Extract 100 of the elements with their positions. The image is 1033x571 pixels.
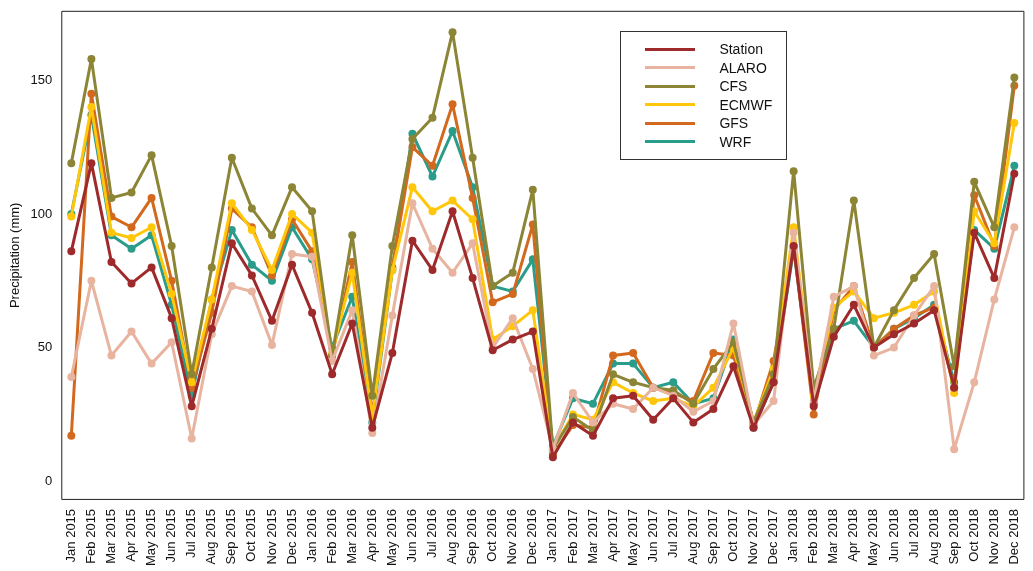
point: [267, 316, 276, 325]
point: [247, 271, 256, 280]
point: [408, 236, 417, 245]
point: [428, 207, 437, 216]
x-tick-label: Apr 2015: [123, 508, 139, 562]
point: [849, 300, 858, 309]
point: [127, 327, 136, 336]
x-tick-label: Aug 2017: [684, 508, 700, 565]
point: [709, 364, 718, 373]
point: [849, 196, 858, 205]
point: [127, 223, 136, 232]
y-tick-label: 50: [37, 339, 53, 355]
x-tick-label: Sep 2018: [945, 508, 961, 565]
point: [127, 244, 136, 253]
point: [849, 316, 858, 325]
point: [970, 378, 979, 387]
x-tick-label: Mar 2018: [825, 508, 841, 564]
point: [127, 279, 136, 288]
point: [468, 239, 477, 248]
x-tick-label: Apr 2017: [604, 508, 620, 562]
legend-label: Station: [719, 41, 763, 58]
point: [629, 378, 638, 387]
point: [127, 233, 136, 242]
point: [227, 239, 236, 248]
x-tick-label: Jan 2018: [785, 508, 801, 563]
point: [709, 405, 718, 414]
x-tick-label: Apr 2018: [845, 508, 861, 562]
point: [589, 399, 597, 408]
point: [288, 209, 297, 218]
point: [428, 113, 437, 122]
point: [729, 319, 738, 328]
point: [187, 434, 196, 443]
point: [227, 153, 236, 162]
point: [689, 418, 698, 427]
point: [488, 298, 497, 307]
point: [147, 223, 156, 232]
x-tick-label: Dec 2017: [765, 508, 781, 565]
point: [348, 231, 357, 240]
point: [187, 378, 196, 387]
point: [528, 306, 537, 315]
point: [127, 188, 136, 197]
point: [448, 268, 457, 277]
point: [508, 314, 517, 323]
x-tick-label: Aug 2016: [444, 508, 460, 565]
point: [267, 266, 276, 275]
point: [448, 196, 457, 205]
x-tick-label: Mar 2016: [343, 508, 359, 564]
point: [829, 292, 838, 301]
point: [288, 260, 297, 269]
point: [348, 306, 357, 315]
x-tick-label: Jul 2015: [183, 508, 199, 559]
point: [829, 332, 838, 341]
point: [428, 244, 437, 253]
point: [629, 405, 638, 414]
y-tick-label: 0: [45, 472, 53, 488]
point: [1010, 161, 1019, 170]
legend-label: WRF: [719, 133, 752, 150]
point: [729, 362, 738, 371]
point: [689, 407, 698, 416]
x-tick-label: Nov 2016: [504, 508, 520, 565]
point: [930, 282, 939, 291]
point: [147, 151, 156, 160]
point: [910, 300, 919, 309]
point: [408, 183, 417, 192]
point: [528, 327, 537, 336]
point: [448, 100, 457, 109]
point: [167, 314, 176, 323]
point: [227, 282, 236, 291]
point: [1010, 119, 1019, 128]
point: [1010, 223, 1019, 232]
point: [930, 250, 939, 259]
point: [388, 242, 397, 250]
x-tick-label: Mar 2017: [584, 508, 600, 564]
point: [388, 348, 397, 357]
point: [227, 199, 236, 208]
legend-label: GFS: [719, 115, 749, 132]
point: [147, 263, 156, 272]
point: [609, 394, 618, 403]
point: [107, 351, 116, 360]
legend-label: ECMWF: [719, 96, 773, 113]
point: [629, 359, 638, 368]
point: [87, 276, 96, 285]
point: [107, 258, 116, 267]
point: [288, 250, 297, 259]
x-tick-label: Dec 2016: [524, 508, 540, 565]
point: [308, 308, 317, 317]
point: [187, 370, 196, 379]
point: [468, 215, 477, 224]
point: [428, 266, 437, 275]
x-tick-label: Oct 2018: [965, 508, 981, 562]
x-tick-label: Jan 2017: [544, 508, 560, 563]
point: [990, 295, 999, 304]
point: [87, 103, 96, 112]
point: [247, 287, 256, 296]
x-tick-label: Aug 2015: [203, 508, 219, 565]
x-tick-label: Oct 2017: [725, 508, 741, 562]
point: [589, 431, 597, 440]
point: [769, 397, 778, 406]
point: [809, 410, 818, 419]
point: [468, 193, 477, 202]
